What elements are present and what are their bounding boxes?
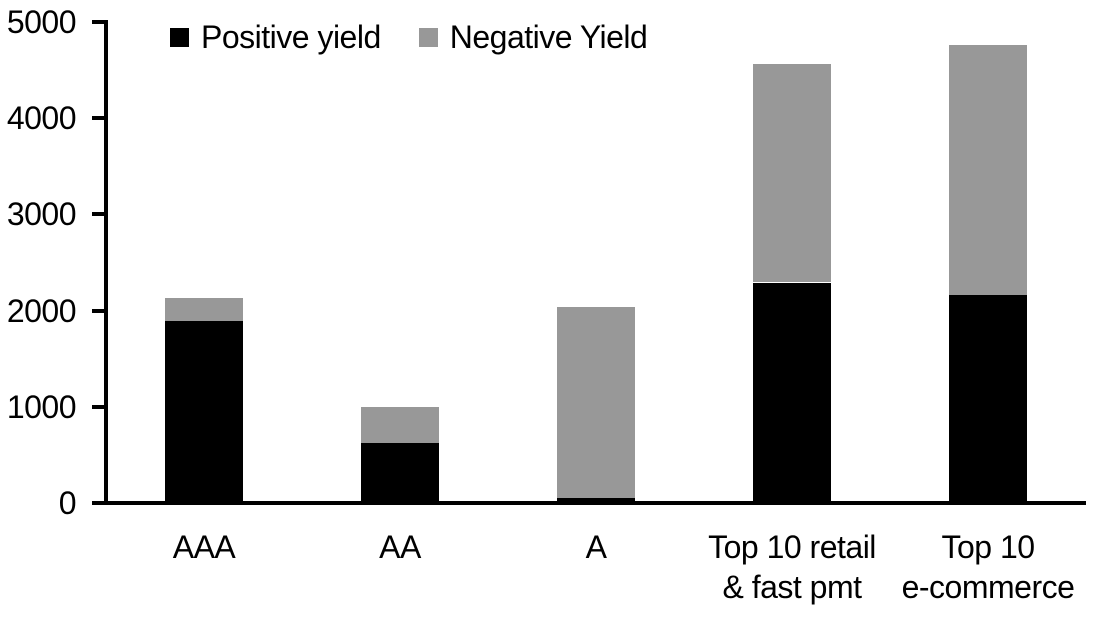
bar-segment-positive (949, 295, 1027, 503)
x-category-label: AAA (172, 529, 236, 565)
legend-item-positive-yield: Positive yield (170, 19, 381, 56)
y-tick-label: 3000 (6, 196, 77, 233)
legend-swatch-positive-icon (170, 28, 189, 47)
y-tick (92, 404, 107, 409)
legend-label-negative: Negative Yield (449, 19, 648, 55)
x-category-label: AA (379, 529, 421, 565)
x-category-label: A (585, 529, 607, 565)
y-tick-label: 5000 (6, 4, 77, 40)
x-category-label: Top 10 e-commerce (901, 529, 1075, 605)
bar-segment-positive (361, 443, 439, 503)
bar-segment-positive (557, 498, 635, 503)
y-axis-line (104, 20, 108, 505)
bar-segment-negative (361, 407, 439, 443)
y-tick (92, 212, 107, 217)
bar-segment-positive (165, 321, 243, 503)
legend-item-negative-yield: Negative Yield (418, 19, 648, 56)
y-tick-label: 0 (58, 485, 77, 521)
legend: Positive yield Negative Yield (170, 19, 648, 56)
y-tick-label: 2000 (6, 292, 77, 329)
x-axis-line (92, 501, 1086, 505)
y-tick-label: 4000 (6, 100, 77, 137)
bar-segment-negative (165, 298, 243, 321)
bar-segment-negative (949, 45, 1027, 295)
x-category-label: Top 10 retail & fast pmt (708, 529, 876, 605)
bar-segment-negative (753, 64, 831, 282)
legend-swatch-negative-icon (418, 28, 438, 47)
y-tick-label: 1000 (6, 388, 77, 425)
bar-segment-negative (557, 307, 635, 498)
bar-segment-positive (753, 283, 831, 503)
y-tick (92, 116, 107, 121)
legend-label-positive: Positive yield (201, 19, 381, 55)
y-tick (92, 20, 107, 24)
y-tick (92, 308, 107, 313)
